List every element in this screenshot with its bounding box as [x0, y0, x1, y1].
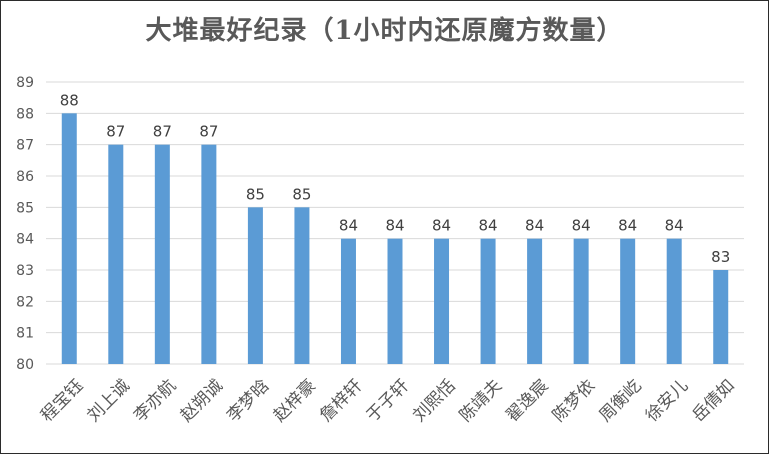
y-tick-label: 86 [16, 169, 34, 185]
bar [108, 144, 124, 364]
data-labels: 88 87 87 87 85 85 84 84 84 84 84 84 84 84 83 [60, 91, 731, 266]
x-category-label: 岳倩如 [689, 376, 739, 426]
data-label: 87 [153, 123, 172, 141]
data-label: 84 [339, 217, 358, 235]
data-label: 85 [246, 185, 265, 203]
x-category-label: 翟逸宸 [502, 376, 552, 426]
bar [527, 238, 543, 364]
x-category-label: 刘上诚 [84, 376, 134, 426]
bar [387, 238, 403, 364]
y-tick-label: 89 [16, 75, 34, 91]
y-tick-label: 82 [16, 294, 34, 310]
x-category-label: 徐安儿 [642, 376, 692, 426]
bar [61, 113, 77, 364]
bar [713, 270, 729, 364]
bar [247, 207, 263, 364]
y-axis-ticks: 80 81 82 83 84 85 86 87 88 89 [16, 75, 34, 373]
data-label: 85 [292, 185, 311, 203]
chart-title: 大堆最好纪录（1小时内还原魔方数量） [145, 16, 624, 46]
data-label: 87 [106, 123, 125, 141]
data-label: 84 [479, 217, 498, 235]
data-label: 84 [618, 217, 637, 235]
y-tick-label: 80 [16, 357, 34, 373]
y-tick-label: 81 [16, 326, 34, 342]
data-label: 84 [432, 217, 451, 235]
x-category-label: 詹梓轩 [316, 376, 366, 426]
data-label: 84 [525, 217, 544, 235]
bar [340, 238, 356, 364]
x-category-label: 李梦晗 [223, 376, 273, 426]
data-label: 84 [665, 217, 684, 235]
bar [480, 238, 496, 364]
bar [154, 144, 170, 364]
x-category-label: 周衡屹 [595, 376, 645, 426]
x-category-label: 刘熙恬 [409, 376, 459, 426]
x-axis-labels: 程宝钰刘上诚李亦航赵朔诚李梦晗赵梓豪詹梓轩于子轩刘熙恬陈靖夫翟逸宸陈梦依周衡屹徐… [37, 375, 739, 426]
bars [61, 113, 729, 364]
data-label: 83 [711, 248, 730, 266]
x-category-label: 赵朔诚 [177, 376, 227, 426]
y-tick-label: 85 [16, 200, 34, 216]
data-label: 84 [385, 217, 404, 235]
bar [201, 144, 217, 364]
bar [434, 238, 450, 364]
y-tick-label: 88 [16, 106, 34, 122]
x-category-label: 陈梦依 [549, 376, 599, 426]
y-tick-label: 87 [16, 138, 34, 154]
data-label: 87 [199, 123, 218, 141]
data-label: 84 [572, 217, 591, 235]
x-category-label: 陈靖夫 [456, 376, 506, 426]
bar [620, 238, 636, 364]
y-tick-label: 84 [16, 232, 34, 248]
y-tick-label: 83 [16, 263, 34, 279]
x-category-label: 于子轩 [363, 376, 413, 426]
x-category-label: 赵梓豪 [269, 375, 320, 426]
bar [573, 238, 589, 364]
x-category-label: 李亦航 [130, 376, 180, 426]
x-category-label: 程宝钰 [37, 376, 87, 426]
bar [666, 238, 682, 364]
data-label: 88 [60, 91, 79, 109]
bar [294, 207, 310, 364]
